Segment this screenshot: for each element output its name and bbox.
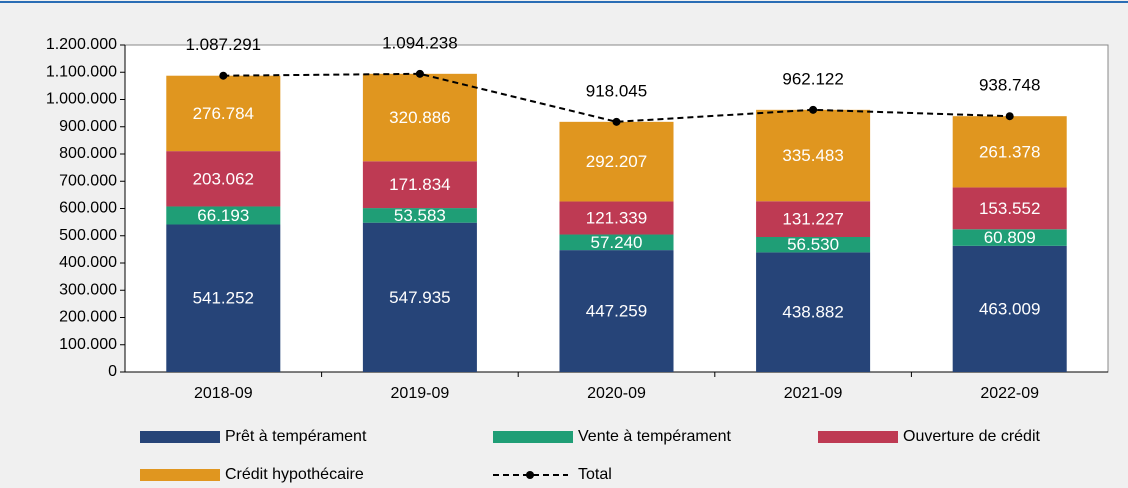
data-label: 56.530 xyxy=(787,235,839,254)
y-tick-label: 600.000 xyxy=(59,200,117,217)
bar-segment xyxy=(166,224,281,372)
total-point xyxy=(612,117,621,126)
bar-segment xyxy=(166,151,281,207)
legend-label: Vente à tempérament xyxy=(578,428,732,445)
data-label: 541.252 xyxy=(193,289,254,308)
data-label: 171.834 xyxy=(389,175,450,194)
y-tick-label: 1.200.000 xyxy=(46,36,117,53)
total-point xyxy=(219,71,228,80)
legend-label: Total xyxy=(578,466,612,483)
x-tick-label: 2019-09 xyxy=(391,385,450,402)
y-tick-label: 200.000 xyxy=(59,309,117,326)
y-tick-label: 1.000.000 xyxy=(46,91,117,108)
x-tick-label: 2021-09 xyxy=(784,385,843,402)
data-label: 57.240 xyxy=(591,233,643,252)
legend-label: Crédit hypothécaire xyxy=(225,466,364,483)
y-tick-label: 900.000 xyxy=(59,118,117,135)
bar-segment xyxy=(559,121,674,202)
bar-segment xyxy=(756,201,871,238)
bar-segment xyxy=(362,73,477,162)
data-label: 962.122 xyxy=(782,69,843,88)
data-label: 938.748 xyxy=(979,76,1040,95)
data-label: 463.009 xyxy=(979,299,1040,318)
data-label: 203.062 xyxy=(193,169,254,188)
bar-segment xyxy=(559,201,674,235)
bar-segment xyxy=(756,252,871,372)
x-tick-label: 2018-09 xyxy=(194,385,253,402)
data-label: 276.784 xyxy=(193,104,254,123)
bar-segment xyxy=(362,222,477,372)
y-tick-label: 400.000 xyxy=(59,254,117,271)
data-label: 335.483 xyxy=(782,146,843,165)
data-label: 438.882 xyxy=(782,303,843,322)
total-point xyxy=(415,69,424,78)
legend-label: Ouverture de crédit xyxy=(903,428,1041,445)
y-tick-label: 700.000 xyxy=(59,172,117,189)
bar-segment xyxy=(952,245,1067,372)
data-label: 53.583 xyxy=(394,206,446,225)
data-label: 121.339 xyxy=(586,208,647,227)
y-tick-label: 300.000 xyxy=(59,281,117,298)
legend-label: Prêt à tempérament xyxy=(225,428,367,445)
legend-swatch xyxy=(818,431,898,443)
data-label: 1.094.238 xyxy=(382,33,458,52)
total-point xyxy=(809,105,818,114)
bar-segment xyxy=(166,75,281,152)
bar-segment xyxy=(756,109,871,202)
y-tick-label: 0 xyxy=(108,363,117,380)
data-label: 918.045 xyxy=(586,81,647,100)
data-label: 66.193 xyxy=(197,206,249,225)
total-line xyxy=(223,72,1010,123)
data-label: 60.809 xyxy=(984,228,1036,247)
y-tick-label: 500.000 xyxy=(59,227,117,244)
legend-swatch xyxy=(140,431,220,443)
legend-swatch xyxy=(140,469,220,481)
data-label: 447.259 xyxy=(586,302,647,321)
x-tick-label: 2022-09 xyxy=(980,385,1039,402)
y-tick-label: 1.100.000 xyxy=(46,63,117,80)
data-label: 153.552 xyxy=(979,199,1040,218)
bar-segment xyxy=(756,237,871,253)
bar-segment xyxy=(952,116,1067,188)
data-label: 292.207 xyxy=(586,152,647,171)
data-label: 131.227 xyxy=(782,210,843,229)
bar-segment xyxy=(362,208,477,223)
legend-point xyxy=(526,471,534,479)
bar-segment xyxy=(559,250,674,372)
total-point xyxy=(1005,112,1014,121)
y-tick-label: 100.000 xyxy=(59,336,117,353)
data-label: 547.935 xyxy=(389,288,450,307)
y-tick-label: 800.000 xyxy=(59,145,117,162)
data-label: 1.087.291 xyxy=(185,35,261,54)
bar-segment xyxy=(166,206,281,225)
bar-segment xyxy=(952,229,1067,246)
legend-swatch xyxy=(493,431,573,443)
bar-segment xyxy=(952,187,1067,230)
bar-segment xyxy=(362,161,477,209)
data-label: 261.378 xyxy=(979,142,1040,161)
x-tick-label: 2020-09 xyxy=(587,385,646,402)
data-label: 320.886 xyxy=(389,108,450,127)
bar-segment xyxy=(559,234,674,251)
